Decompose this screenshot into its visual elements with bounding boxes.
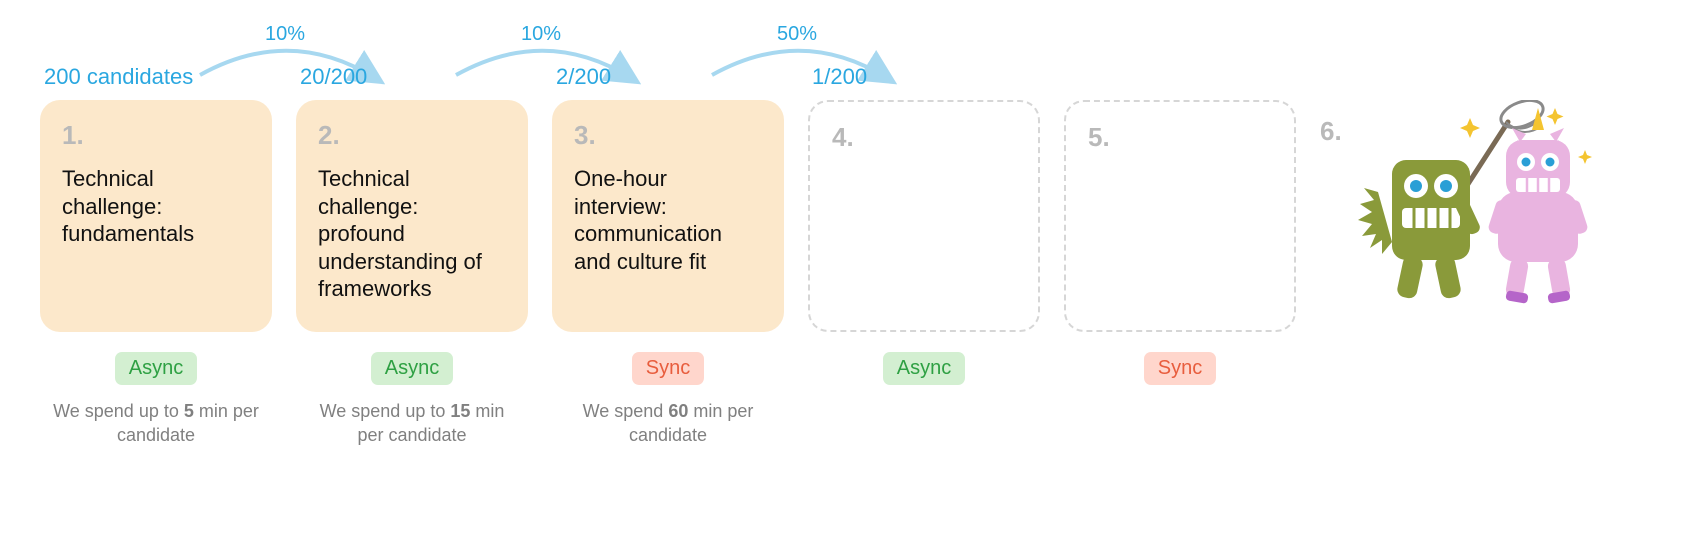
stage-4: 1/200 4. Async	[808, 30, 1040, 385]
stage-5: 5. Sync	[1064, 30, 1296, 385]
stage-2-timing-bold: 15	[450, 401, 470, 421]
mascot-svg	[1320, 100, 1620, 332]
stage-3-title: One-hour interview: communication and cu…	[574, 165, 762, 275]
stage-3: 2/200 3. One-hour interview: communicati…	[552, 30, 784, 448]
stage-4-card: 4.	[808, 100, 1040, 332]
stage-4-counter: 1/200	[808, 30, 1040, 100]
hiring-pipeline: 200 candidates 1. Technical challenge: f…	[0, 0, 1692, 448]
stage-5-mode-badge: Sync	[1144, 352, 1216, 385]
stage-6-num: 6.	[1320, 116, 1342, 147]
stage-3-timing-bold: 60	[668, 401, 688, 421]
stage-2-timing: We spend up to 15 min per candidate	[307, 399, 517, 448]
stage-4-mode-badge: Async	[883, 352, 965, 385]
stage-1: 200 candidates 1. Technical challenge: f…	[40, 30, 272, 448]
stage-3-timing-pre: We spend	[583, 401, 669, 421]
stage-1-timing: We spend up to 5 min per candidate	[51, 399, 261, 448]
stage-1-mode-badge: Async	[115, 352, 197, 385]
stage-1-timing-pre: We spend up to	[53, 401, 184, 421]
stage-3-num: 3.	[574, 120, 762, 151]
stage-3-counter: 2/200	[552, 30, 784, 100]
stage-6: 6.	[1320, 30, 1620, 332]
monster-character	[1358, 160, 1482, 300]
stage-6-counter	[1320, 30, 1620, 100]
stage-2-timing-pre: We spend up to	[320, 401, 451, 421]
stage-1-counter: 200 candidates	[40, 30, 272, 100]
stage-3-card: 3. One-hour interview: communication and…	[552, 100, 784, 332]
mascot-illustration: 6.	[1320, 100, 1620, 332]
stage-2-num: 2.	[318, 120, 506, 151]
stage-2: 20/200 2. Technical challenge: profound …	[296, 30, 528, 448]
stage-3-timing: We spend 60 min per candidate	[563, 399, 773, 448]
stage-1-timing-bold: 5	[184, 401, 194, 421]
stage-5-num: 5.	[1088, 122, 1272, 153]
stage-2-counter: 20/200	[296, 30, 528, 100]
stage-4-num: 4.	[832, 122, 1016, 153]
stage-5-card: 5.	[1064, 100, 1296, 332]
stage-3-mode-badge: Sync	[632, 352, 704, 385]
unicorn-character	[1487, 108, 1589, 304]
stage-1-card: 1. Technical challenge: fundamentals	[40, 100, 272, 332]
stage-2-card: 2. Technical challenge: profound underst…	[296, 100, 528, 332]
stage-5-counter	[1064, 30, 1296, 100]
stage-2-mode-badge: Async	[371, 352, 453, 385]
stage-2-title: Technical challenge: profound understand…	[318, 165, 506, 303]
stage-1-title: Technical challenge: fundamentals	[62, 165, 250, 248]
stage-1-num: 1.	[62, 120, 250, 151]
